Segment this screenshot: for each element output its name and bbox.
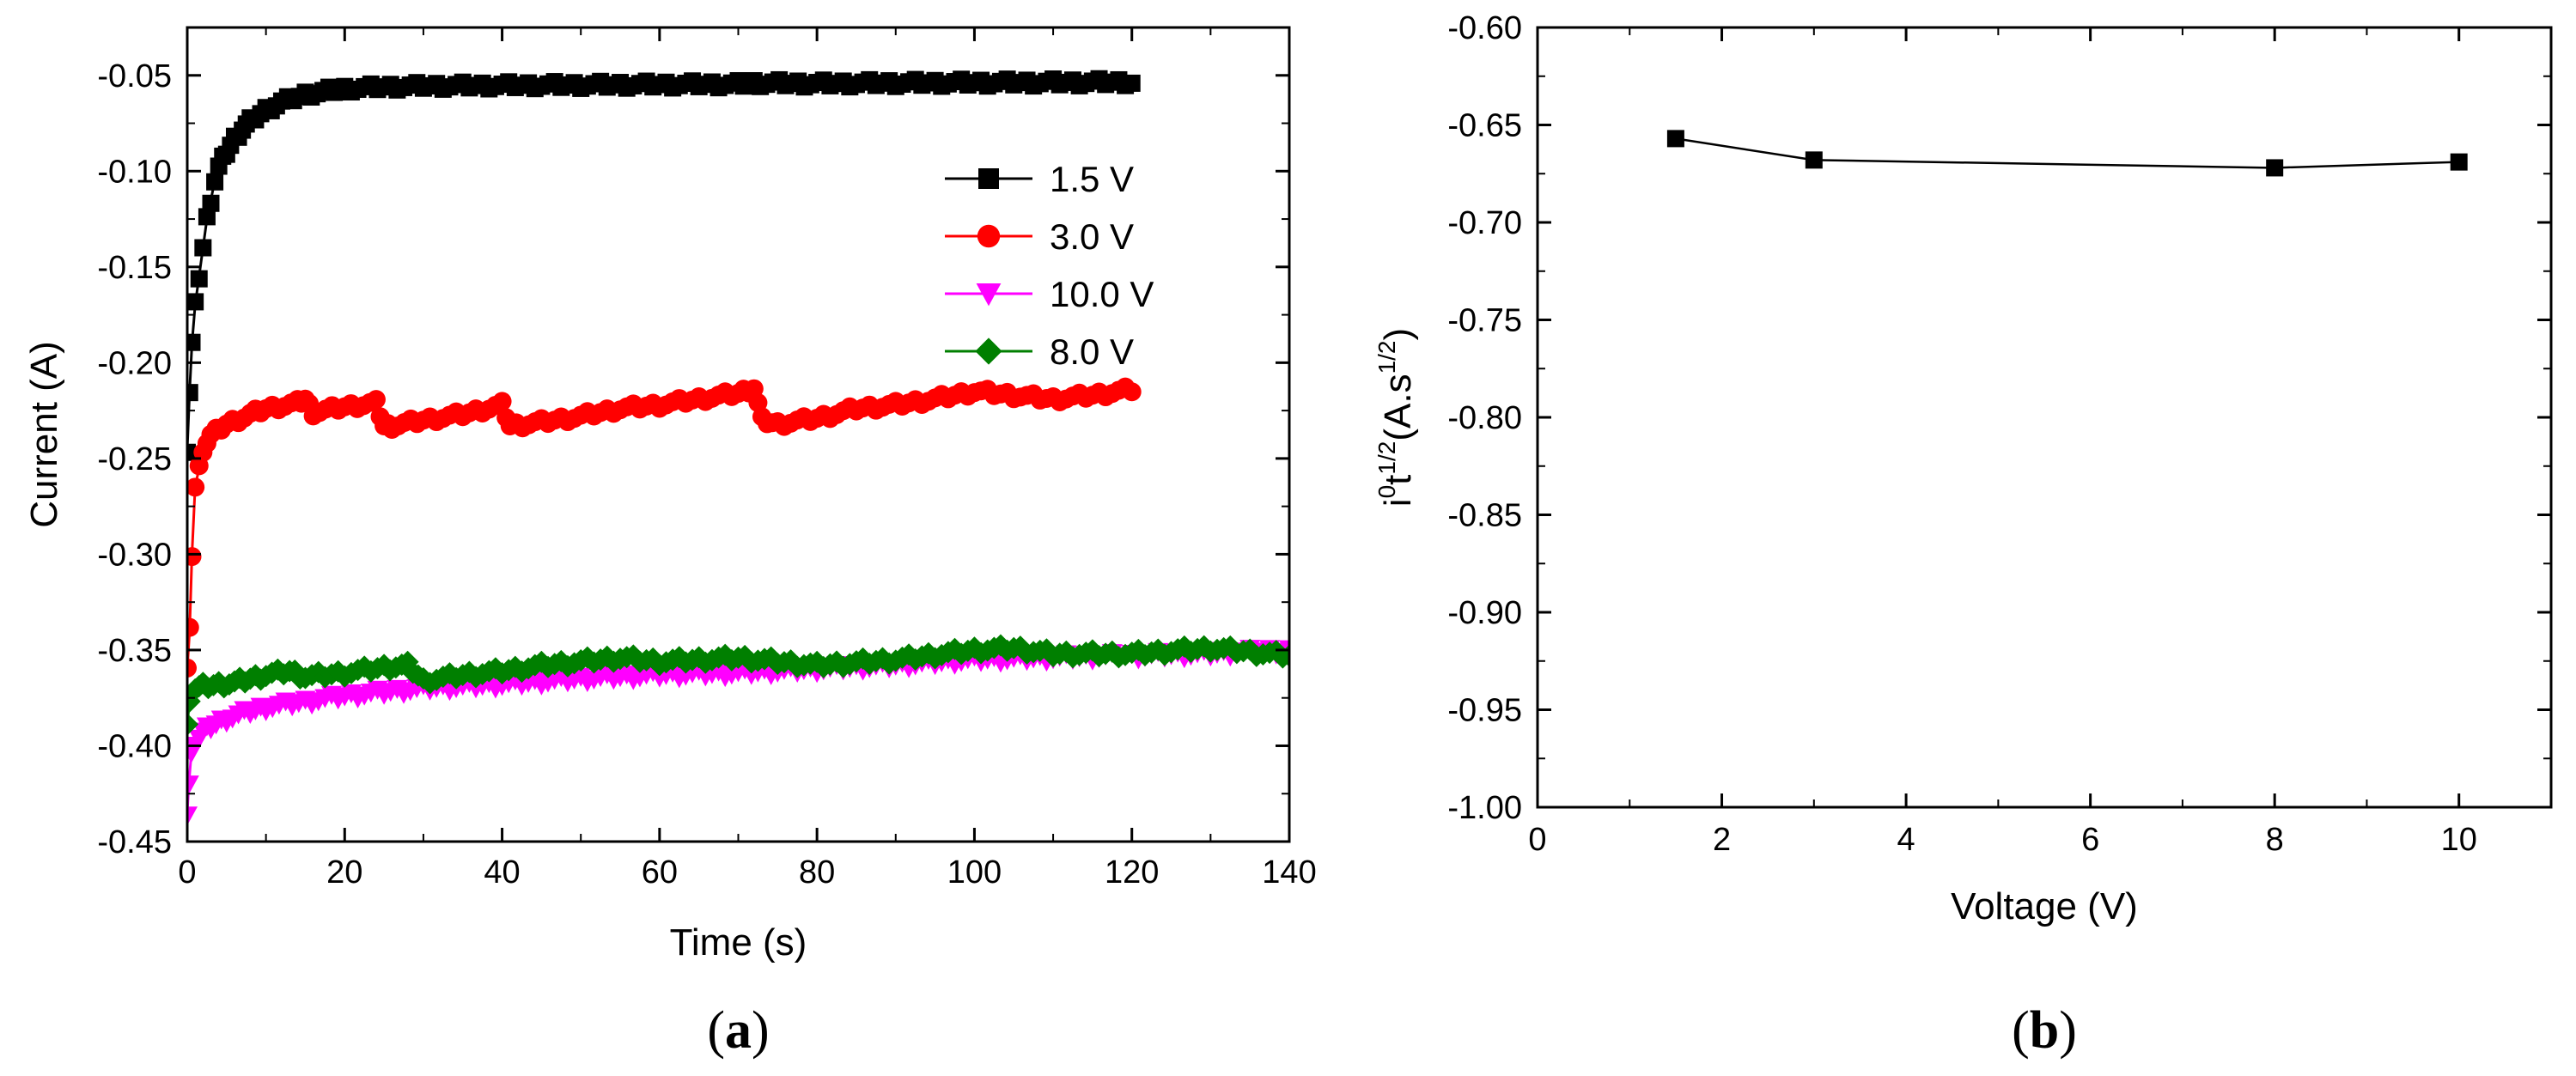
- ylabel-units-close: ): [1377, 328, 1419, 341]
- panel-b-close-paren: ): [2059, 1001, 2077, 1060]
- a-series-8-0-V: [187, 634, 1289, 736]
- b-x-tick-label: 4: [1897, 822, 1915, 858]
- b-data-point: [2266, 159, 2284, 177]
- chart-a-legend: 1.5 V 3.0 V 10.0 V 8.0 V: [945, 159, 1154, 372]
- ylabel-sup2: 1/2: [1373, 441, 1400, 475]
- a-data-point: [187, 617, 199, 637]
- a-data-point: [187, 713, 198, 736]
- a-legend-marker: [977, 224, 1001, 248]
- a-y-tick-label: -0.30: [97, 537, 172, 573]
- a-legend-label: 8.0 V: [1050, 331, 1134, 372]
- a-data-point: [198, 208, 216, 226]
- chart-a-ticks: 0 20 40 60 80 100 120 140 -0.45 -0.40 -0.35 -0.30 -0…: [97, 27, 1317, 891]
- a-y-tick-label: -0.35: [97, 633, 172, 669]
- a-y-tick-label: -0.05: [97, 58, 172, 94]
- a-data-point: [202, 194, 220, 212]
- chart-a-plot-frame: [186, 26, 1291, 843]
- a-data-point: [206, 173, 224, 191]
- a-series-line: [187, 386, 1132, 670]
- b-series-line: [1675, 137, 2459, 169]
- a-y-tick-label: -0.25: [97, 441, 172, 477]
- a-data-point: [187, 477, 205, 497]
- a-x-tick-label: 120: [1105, 854, 1159, 891]
- ylabel-base: i: [1377, 498, 1419, 507]
- a-x-tick-label: 140: [1262, 854, 1316, 891]
- panel-a-close-paren: ): [752, 1001, 770, 1060]
- panel-b-letter: b: [2030, 1001, 2059, 1060]
- b-x-tick-label: 10: [2441, 822, 2477, 858]
- a-data-point: [187, 443, 196, 461]
- a-legend-label: 1.5 V: [1050, 159, 1134, 199]
- ylabel-sup1: 0: [1373, 485, 1400, 499]
- a-x-tick-label: 60: [642, 854, 678, 891]
- b-y-tick-label: -0.80: [1447, 400, 1522, 436]
- a-data-point: [187, 806, 198, 826]
- a-data-point: [1123, 74, 1141, 92]
- a-data-point: [187, 333, 201, 351]
- chart-b-panel-label: (b): [2012, 1001, 2077, 1060]
- chart-a: 0 20 40 60 80 100 120 140 -0.45 -0.40 -0.35 -0.30 -0…: [23, 26, 1317, 1060]
- a-legend-label: 3.0 V: [1050, 216, 1134, 257]
- b-data-point: [1805, 151, 1823, 169]
- a-data-point: [187, 384, 198, 402]
- b-series: [1666, 130, 2468, 177]
- chart-a-panel-label: (a): [707, 1001, 769, 1060]
- a-data-point: [492, 392, 512, 411]
- b-y-tick-label: -0.90: [1447, 595, 1522, 631]
- b-y-tick-label: -0.95: [1447, 693, 1522, 729]
- chart-b: 0 2 4 6 8 10 -1.00 -0.95 -0.90 -0.85 -0.80 -0.75 -0.…: [1373, 10, 2553, 1060]
- a-data-point: [187, 658, 197, 678]
- a-data-point: [187, 775, 199, 795]
- ylabel-sup3: 1/2: [1373, 340, 1400, 374]
- b-y-tick-label: -0.60: [1447, 10, 1522, 46]
- a-x-tick-label: 20: [326, 854, 362, 891]
- chart-b-y-axis-label: i0t1/2(A.s1/2): [1373, 328, 1419, 507]
- panel-b-open-paren: (: [2012, 1001, 2030, 1060]
- a-x-tick-label: 100: [947, 854, 1002, 891]
- chart-b-ticks: 0 2 4 6 8 10 -1.00 -0.95 -0.90 -0.85 -0.80 -0.75 -0.…: [1447, 10, 2552, 858]
- a-data-point: [187, 547, 202, 567]
- a-x-tick-label: 80: [799, 854, 835, 891]
- a-data-point: [187, 293, 204, 311]
- b-y-tick-label: -0.65: [1447, 108, 1522, 144]
- ylabel-units-open: (A.s: [1377, 374, 1419, 441]
- a-series-3-0-V: [187, 377, 1142, 678]
- b-data-point: [1666, 130, 1684, 148]
- b-x-tick-label: 0: [1528, 822, 1546, 858]
- a-legend-marker: [976, 283, 1002, 307]
- a-y-tick-label: -0.20: [97, 345, 172, 381]
- a-data-point: [194, 239, 212, 257]
- a-y-tick-label: -0.15: [97, 250, 172, 286]
- chart-b-series-layer: [1666, 130, 2468, 177]
- a-legend-marker: [975, 337, 1002, 365]
- a-y-tick-label: -0.40: [97, 728, 172, 764]
- b-y-tick-label: -0.85: [1447, 498, 1522, 534]
- a-x-tick-label: 40: [484, 854, 520, 891]
- b-y-tick-label: -1.00: [1447, 790, 1522, 826]
- a-legend-label: 10.0 V: [1050, 274, 1154, 314]
- b-x-tick-label: 6: [2081, 822, 2099, 858]
- b-data-point: [2450, 153, 2468, 171]
- panel-a-letter: a: [725, 1001, 752, 1060]
- chart-a-x-axis-label: Time (s): [670, 921, 807, 964]
- chart-a-y-axis-label: Current (A): [23, 341, 65, 528]
- ylabel-mid: t: [1377, 475, 1419, 485]
- b-x-tick-label: 2: [1713, 822, 1731, 858]
- a-x-tick-label: 0: [178, 854, 196, 891]
- a-data-point: [190, 270, 208, 288]
- chart-b-plot-frame: [1536, 26, 2553, 809]
- panel-a-open-paren: (: [707, 1001, 725, 1060]
- chart-b-x-axis-label: Voltage (V): [1951, 885, 2138, 927]
- chart-a-series-layer: [187, 70, 1289, 826]
- b-y-tick-label: -0.70: [1447, 205, 1522, 241]
- a-y-tick-label: -0.10: [97, 154, 172, 190]
- a-legend-marker: [978, 168, 999, 189]
- a-data-point: [1122, 382, 1142, 402]
- a-data-point: [366, 390, 386, 410]
- a-series-1-5-V: [187, 70, 1141, 461]
- a-y-tick-label: -0.45: [97, 824, 172, 860]
- b-y-tick-label: -0.75: [1447, 303, 1522, 339]
- b-x-tick-label: 8: [2266, 822, 2284, 858]
